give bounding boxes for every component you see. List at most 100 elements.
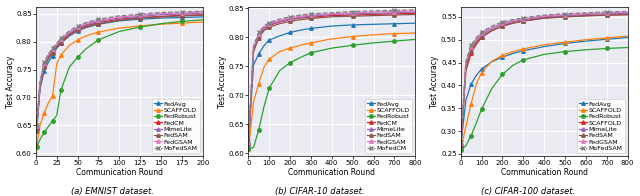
SCAFFOLD <box>520 48 527 50</box>
FedGSAM <box>540 15 548 17</box>
FedCM <box>33 127 40 129</box>
Line: FedGSAM: FedGSAM <box>35 10 205 128</box>
MimeLite <box>49 49 56 52</box>
FedGSAM <box>116 16 124 18</box>
FedCM <box>136 16 144 19</box>
SCAFFOLD <box>462 125 470 128</box>
SCAFFOLD <box>244 147 252 150</box>
MoFedCM <box>260 25 268 27</box>
FedRobust <box>49 120 56 122</box>
MoFedCM <box>349 10 356 13</box>
FedAvg <box>260 45 268 47</box>
MoFedSAM <box>477 31 485 33</box>
FedSAM <box>328 15 335 18</box>
FedGSAM <box>328 13 335 15</box>
FedGSAM <box>603 12 611 14</box>
SCAFFOLD <box>296 44 304 46</box>
FedAvg <box>136 18 144 20</box>
FedRobust <box>65 66 73 68</box>
MoFedCM <box>266 21 273 24</box>
Text: (a) EMNIST dataset.: (a) EMNIST dataset. <box>70 187 154 196</box>
SCAFFOLD <box>266 58 273 60</box>
FedGSAM <box>49 48 56 51</box>
FedRobust <box>462 144 470 147</box>
FedRobust <box>624 46 632 49</box>
Line: MimeLite: MimeLite <box>459 12 629 146</box>
Line: MimeLite: MimeLite <box>35 11 205 128</box>
FedSAM <box>157 16 165 18</box>
FedAvg <box>370 23 378 25</box>
MimeLite <box>178 13 186 15</box>
FedCM <box>244 142 252 145</box>
Line: MoFedSAM: MoFedSAM <box>35 10 205 127</box>
SCAFFOLD <box>250 101 257 103</box>
FedSAM <box>412 13 419 16</box>
MoFedSAM <box>624 10 632 13</box>
MoFedSAM <box>40 61 48 64</box>
FedRobust <box>260 106 268 108</box>
Legend: FedAvg, SCAFFOLD, FedRobust, FedCM, MimeLite, FedSAM, FedGSAM, MoFedSAM: FedAvg, SCAFFOLD, FedRobust, FedCM, Mime… <box>152 99 200 153</box>
MoFedSAM <box>65 30 73 32</box>
FedGSAM <box>582 13 590 15</box>
FedAvg <box>74 30 81 32</box>
Line: FedSAM: FedSAM <box>247 13 417 145</box>
FedAvg <box>244 143 252 146</box>
FedSAM <box>582 15 590 17</box>
SCAFFOLD <box>53 63 61 65</box>
FedSAM <box>178 15 186 17</box>
SCAFFOLD <box>472 83 480 85</box>
MoFedSAM <box>74 25 81 27</box>
FedAvg <box>462 99 470 101</box>
MoFedSAM <box>136 13 144 15</box>
FedSAM <box>296 18 304 21</box>
FedGSAM <box>266 23 273 25</box>
FedSAM <box>390 14 398 16</box>
MoFedCM <box>286 15 294 18</box>
MimeLite <box>477 34 485 36</box>
FedCM <box>116 18 124 20</box>
Line: FedCM: FedCM <box>247 12 417 145</box>
FedGSAM <box>250 46 257 49</box>
Y-axis label: Test Accuracy: Test Accuracy <box>218 55 227 108</box>
SCAFFOLD <box>49 95 56 97</box>
FedCM <box>95 21 102 24</box>
Line: FedRobust: FedRobust <box>247 38 417 150</box>
FedGSAM <box>499 22 506 24</box>
MoFedCM <box>276 18 284 20</box>
Line: FedSAM: FedSAM <box>459 13 629 146</box>
MimeLite <box>74 27 81 29</box>
Legend: FedAvg, SCAFFOLD, FedRobust, SCAFFOLD, MimeLite, FedSAM, FedGSAM, MoFedSAM: FedAvg, SCAFFOLD, FedRobust, SCAFFOLD, M… <box>577 99 625 153</box>
FedCM <box>260 28 268 30</box>
FedRobust <box>520 59 527 61</box>
MoFedSAM <box>603 11 611 13</box>
FedCM <box>74 28 81 30</box>
FedAvg <box>116 20 124 22</box>
FedCM <box>307 16 315 18</box>
MimeLite <box>499 23 506 25</box>
FedAvg <box>624 36 632 39</box>
FedGSAM <box>33 125 40 127</box>
MimeLite <box>370 12 378 15</box>
SCAFFOLD <box>33 144 40 146</box>
MoFedSAM <box>157 11 165 14</box>
FedGSAM <box>276 19 284 21</box>
FedAvg <box>328 25 335 27</box>
FedAvg <box>561 42 569 44</box>
FedSAM <box>370 15 378 17</box>
FedRobust <box>53 114 61 117</box>
SCAFFOLD <box>328 38 335 40</box>
FedGSAM <box>509 19 516 22</box>
MimeLite <box>307 15 315 17</box>
Line: FedRobust: FedRobust <box>35 18 205 148</box>
FedAvg <box>57 42 65 44</box>
MoFedSAM <box>509 18 516 21</box>
MoFedSAM <box>520 17 527 19</box>
FedAvg <box>499 56 506 58</box>
FedSAM <box>276 23 284 25</box>
SCAFFOLD <box>45 102 52 104</box>
FedCM <box>349 14 356 16</box>
FedCM <box>45 57 52 59</box>
FedCM <box>40 65 48 67</box>
FedGSAM <box>467 45 475 48</box>
SCAFFOLD <box>540 17 548 19</box>
